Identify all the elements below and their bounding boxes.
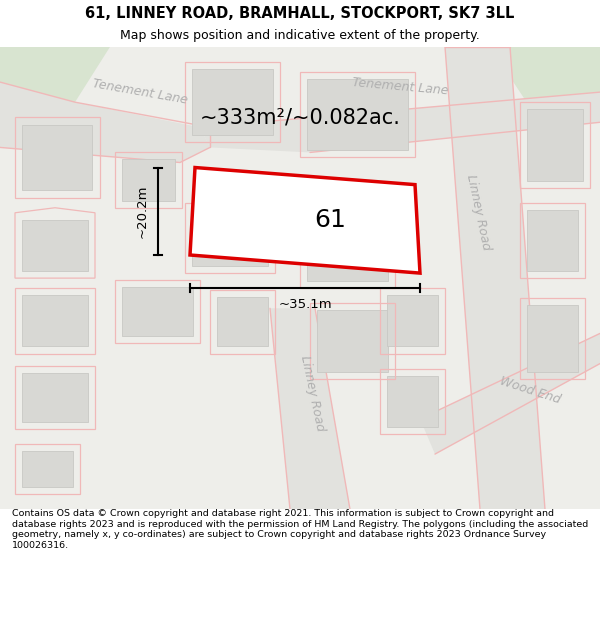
Polygon shape: [527, 210, 578, 271]
Polygon shape: [270, 308, 350, 509]
Polygon shape: [307, 205, 388, 281]
Polygon shape: [22, 125, 92, 189]
Text: Contains OS data © Crown copyright and database right 2021. This information is : Contains OS data © Crown copyright and d…: [12, 509, 588, 549]
Text: ~20.2m: ~20.2m: [136, 184, 149, 238]
Text: Wood End: Wood End: [498, 375, 562, 407]
Polygon shape: [445, 47, 545, 509]
Polygon shape: [200, 92, 600, 152]
Polygon shape: [420, 333, 600, 454]
Polygon shape: [22, 451, 73, 488]
Polygon shape: [387, 376, 438, 427]
Polygon shape: [317, 310, 388, 372]
Polygon shape: [22, 372, 88, 422]
Polygon shape: [22, 220, 88, 271]
Polygon shape: [22, 295, 88, 346]
Polygon shape: [190, 168, 420, 273]
Polygon shape: [490, 47, 600, 108]
Text: Linney Road: Linney Road: [464, 174, 493, 252]
Text: ~35.1m: ~35.1m: [278, 298, 332, 311]
Polygon shape: [527, 305, 578, 372]
Text: 61: 61: [314, 208, 346, 232]
Polygon shape: [192, 210, 268, 266]
Polygon shape: [527, 109, 583, 181]
Polygon shape: [307, 79, 408, 151]
Text: 61, LINNEY ROAD, BRAMHALL, STOCKPORT, SK7 3LL: 61, LINNEY ROAD, BRAMHALL, STOCKPORT, SK…: [85, 6, 515, 21]
Polygon shape: [122, 287, 193, 336]
Text: Tenement Lane: Tenement Lane: [91, 78, 188, 107]
Text: Map shows position and indicative extent of the property.: Map shows position and indicative extent…: [120, 29, 480, 42]
Polygon shape: [122, 159, 175, 201]
Text: ~333m²/~0.082ac.: ~333m²/~0.082ac.: [200, 107, 400, 127]
Polygon shape: [0, 47, 110, 102]
Polygon shape: [217, 298, 268, 346]
Text: Linney Road: Linney Road: [298, 354, 326, 433]
Text: Tenement Lane: Tenement Lane: [352, 76, 449, 98]
Polygon shape: [0, 82, 210, 162]
Polygon shape: [192, 69, 273, 136]
Polygon shape: [387, 295, 438, 346]
